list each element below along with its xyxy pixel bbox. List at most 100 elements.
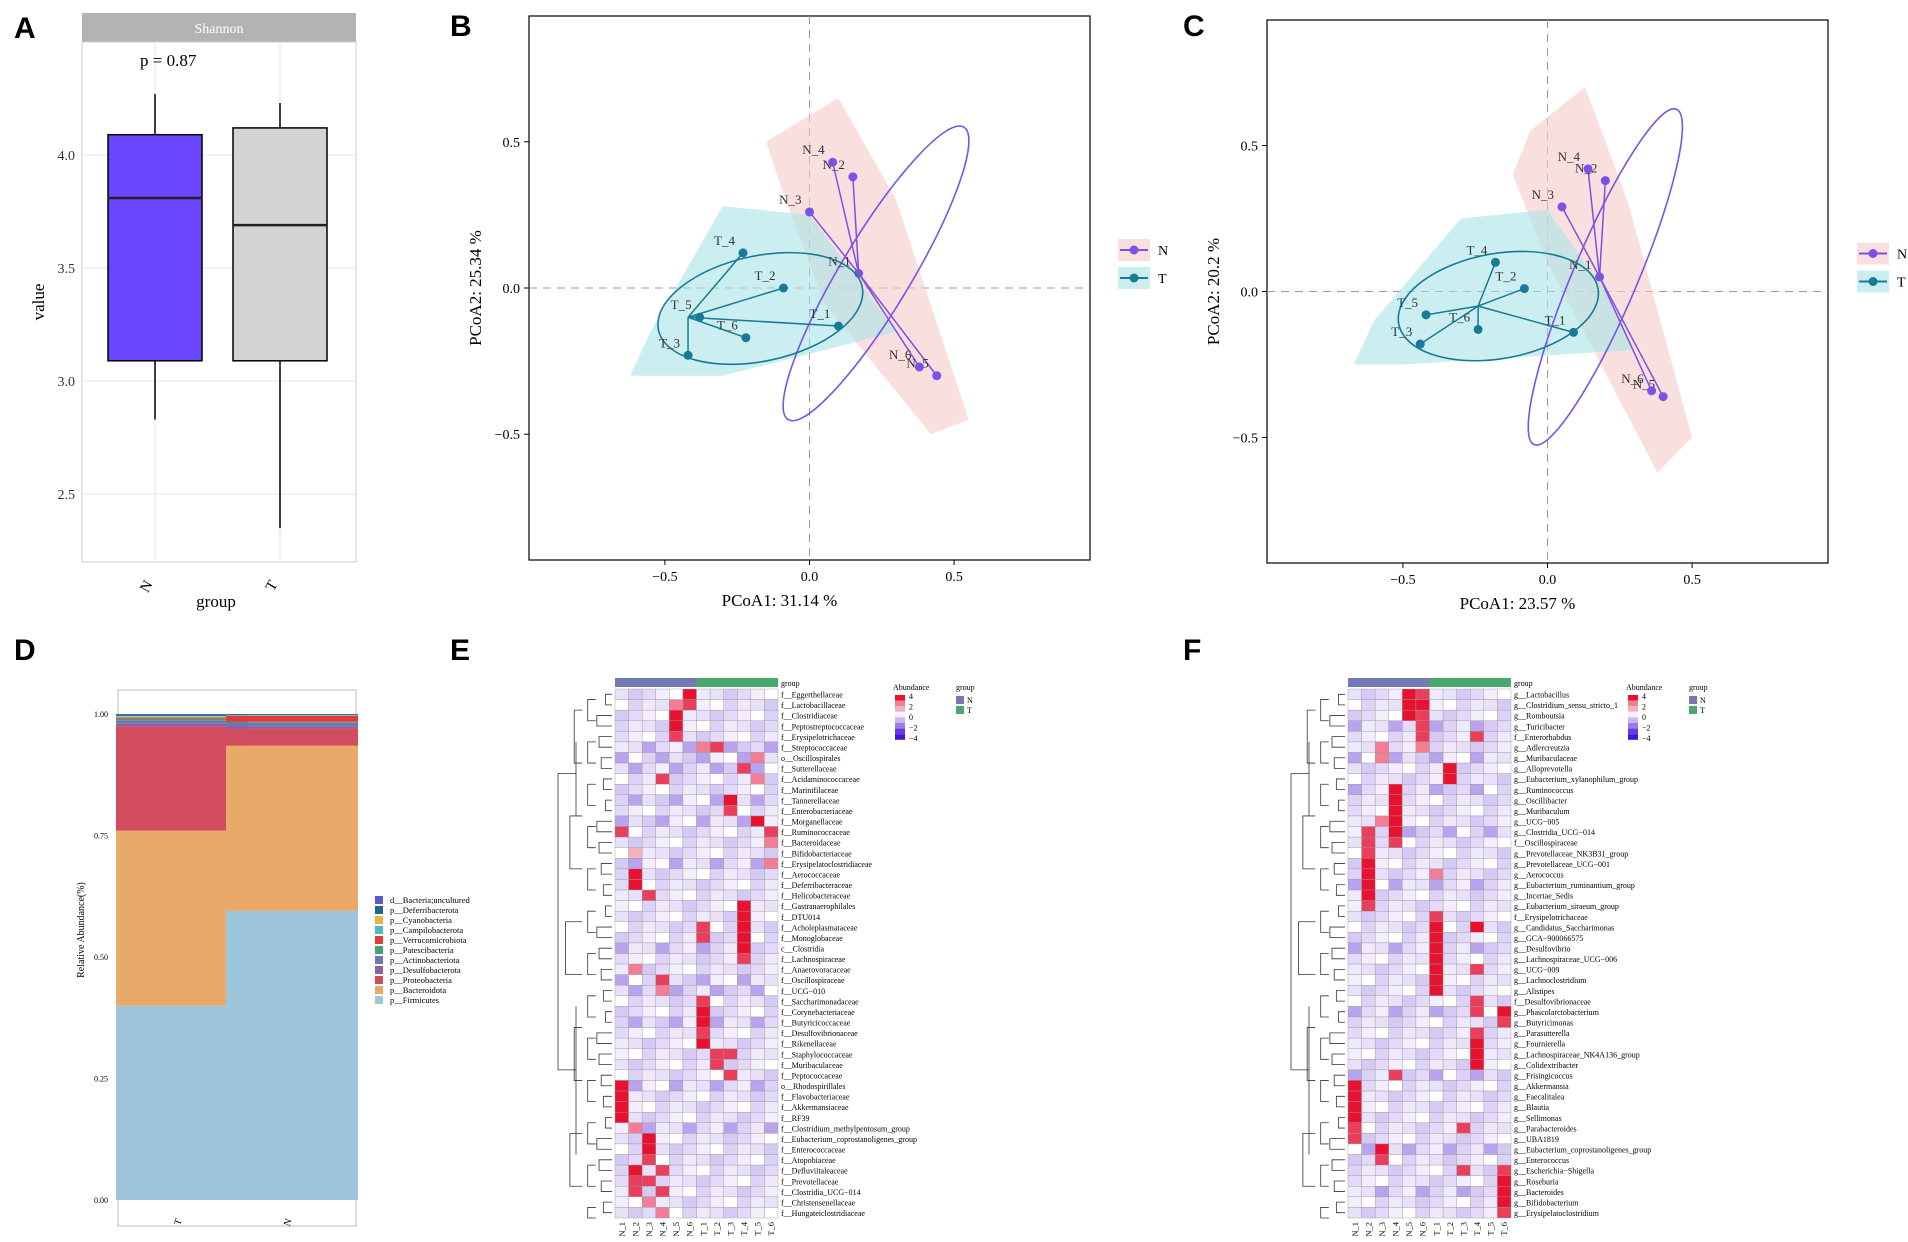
heatmap-cell <box>1388 932 1403 944</box>
heatmap-cell <box>1361 1027 1376 1039</box>
heatmap-cell <box>1402 836 1417 848</box>
heatmap-cell <box>614 1016 629 1028</box>
heatmap-cell <box>1456 910 1471 922</box>
legend-label: T <box>1158 272 1167 287</box>
legend-label: p__Deferribacterota <box>390 905 459 915</box>
heatmap-cell <box>1415 699 1430 711</box>
sample-point-N_5 <box>932 371 942 381</box>
group-bar-T <box>1429 678 1511 687</box>
strip-title: Shannon <box>195 22 244 37</box>
heatmap-cell <box>1442 720 1457 732</box>
heatmap-cell <box>1361 1133 1376 1145</box>
heatmap-cell <box>737 847 752 859</box>
heatmap-cell <box>764 1207 779 1219</box>
heatmap-cell <box>1470 1207 1485 1219</box>
heatmap-cell <box>682 1175 697 1187</box>
heatmap-cell <box>641 868 656 880</box>
heatmap-cell <box>669 805 684 817</box>
heatmap-cell <box>737 1101 752 1113</box>
heatmap-cell <box>1470 1133 1485 1145</box>
legend-key <box>375 986 383 994</box>
heatmap-cell <box>1456 1196 1471 1208</box>
heatmap-cell <box>614 815 629 827</box>
heatmap-cell <box>1497 805 1512 817</box>
heatmap-cell <box>628 805 643 817</box>
heatmap-cell <box>1374 953 1389 965</box>
heatmap-cell <box>682 1133 697 1145</box>
heatmap-cell <box>641 921 656 933</box>
heatmap-cell <box>1470 709 1485 721</box>
heatmap-cell <box>1415 731 1430 743</box>
heatmap-cell <box>1361 731 1376 743</box>
heatmap-cell <box>1442 784 1457 795</box>
heatmap-cell <box>1361 932 1376 944</box>
heatmap-cell <box>1442 752 1457 764</box>
heatmap-cell <box>1347 1164 1362 1176</box>
heatmap-cell <box>764 1101 779 1113</box>
row-label: f__Flavobacteriaceae <box>781 1093 850 1102</box>
heatmap-cell <box>1402 1101 1417 1113</box>
heatmap-cell <box>669 1069 684 1081</box>
heatmap-cell <box>1388 784 1403 795</box>
dendrogram-branch <box>573 709 583 764</box>
heatmap-cell <box>737 1037 752 1049</box>
bar-segment-p__Patescibacteria <box>116 718 248 721</box>
heatmap-cell <box>1347 1207 1362 1219</box>
sample-point-T_3 <box>683 350 693 360</box>
heatmap-cell <box>1402 910 1417 922</box>
heatmap-cell <box>1347 942 1362 954</box>
heatmap-cell <box>750 709 765 721</box>
heatmap-cell <box>1497 1186 1512 1198</box>
heatmap-cell <box>1415 1122 1430 1134</box>
heatmap-cell <box>750 932 765 944</box>
heatmap-cell <box>682 868 697 880</box>
dendrogram-branch <box>602 990 612 1002</box>
dendrogram-branch <box>1335 1201 1345 1214</box>
heatmap-cell <box>1415 879 1430 891</box>
heatmap-cell <box>750 879 765 891</box>
row-label: f__Morganellaceae <box>781 818 843 827</box>
row-label: g__Adlercreutzia <box>1514 743 1570 752</box>
heatmap-cell <box>1402 985 1417 997</box>
x-tick-label: −0.5 <box>652 570 677 585</box>
heatmap-cell <box>737 868 752 880</box>
heatmap-cell <box>655 974 670 986</box>
dendrogram-branch <box>1320 826 1329 849</box>
row-label: f__Butyricicoccaceae <box>781 1019 851 1028</box>
heatmap-cell <box>723 826 738 838</box>
heatmap-cell <box>750 942 765 954</box>
heatmap-cell <box>1388 1111 1403 1123</box>
heatmap-cell <box>1415 985 1430 997</box>
heatmap-cell <box>750 1133 765 1145</box>
heatmap-cell <box>696 773 711 785</box>
heatmap-cell <box>1402 731 1417 743</box>
heatmap-cell <box>1497 1207 1512 1219</box>
group-legend-title: group <box>956 683 975 692</box>
heatmap-cell <box>737 1196 752 1208</box>
row-label: f__Gastranaerophilales <box>781 902 855 911</box>
row-label: g__GCA−900066575 <box>1514 934 1583 943</box>
heatmap-cell <box>1415 1027 1430 1039</box>
heatmap-cell <box>1429 974 1444 986</box>
heatmap-cell <box>1456 900 1471 912</box>
column-label: T_6 <box>766 1222 776 1236</box>
heatmap-cell <box>709 1101 724 1113</box>
dendrogram-branch <box>1298 921 1316 976</box>
heatmap-cell <box>723 900 738 912</box>
heatmap-cell <box>614 1133 629 1145</box>
sample-label: N_6 <box>889 347 912 362</box>
heatmap-cell <box>669 1059 684 1071</box>
heatmap-cell <box>750 784 765 795</box>
y-tick-label: −0.5 <box>495 428 520 443</box>
heatmap-cell <box>1429 921 1444 933</box>
heatmap-cell <box>709 985 724 997</box>
heatmap-cell <box>1361 889 1376 901</box>
legend-label: T <box>1897 276 1906 291</box>
heatmap-cell <box>764 1090 779 1102</box>
heatmap-cell <box>764 974 779 986</box>
heatmap-cell <box>723 741 738 753</box>
heatmap-cell <box>682 1006 697 1018</box>
heatmap-cell <box>696 815 711 827</box>
row-label: g__Eubacterium_xylanophilum_group <box>1514 775 1638 784</box>
heatmap-cell <box>723 1111 738 1123</box>
